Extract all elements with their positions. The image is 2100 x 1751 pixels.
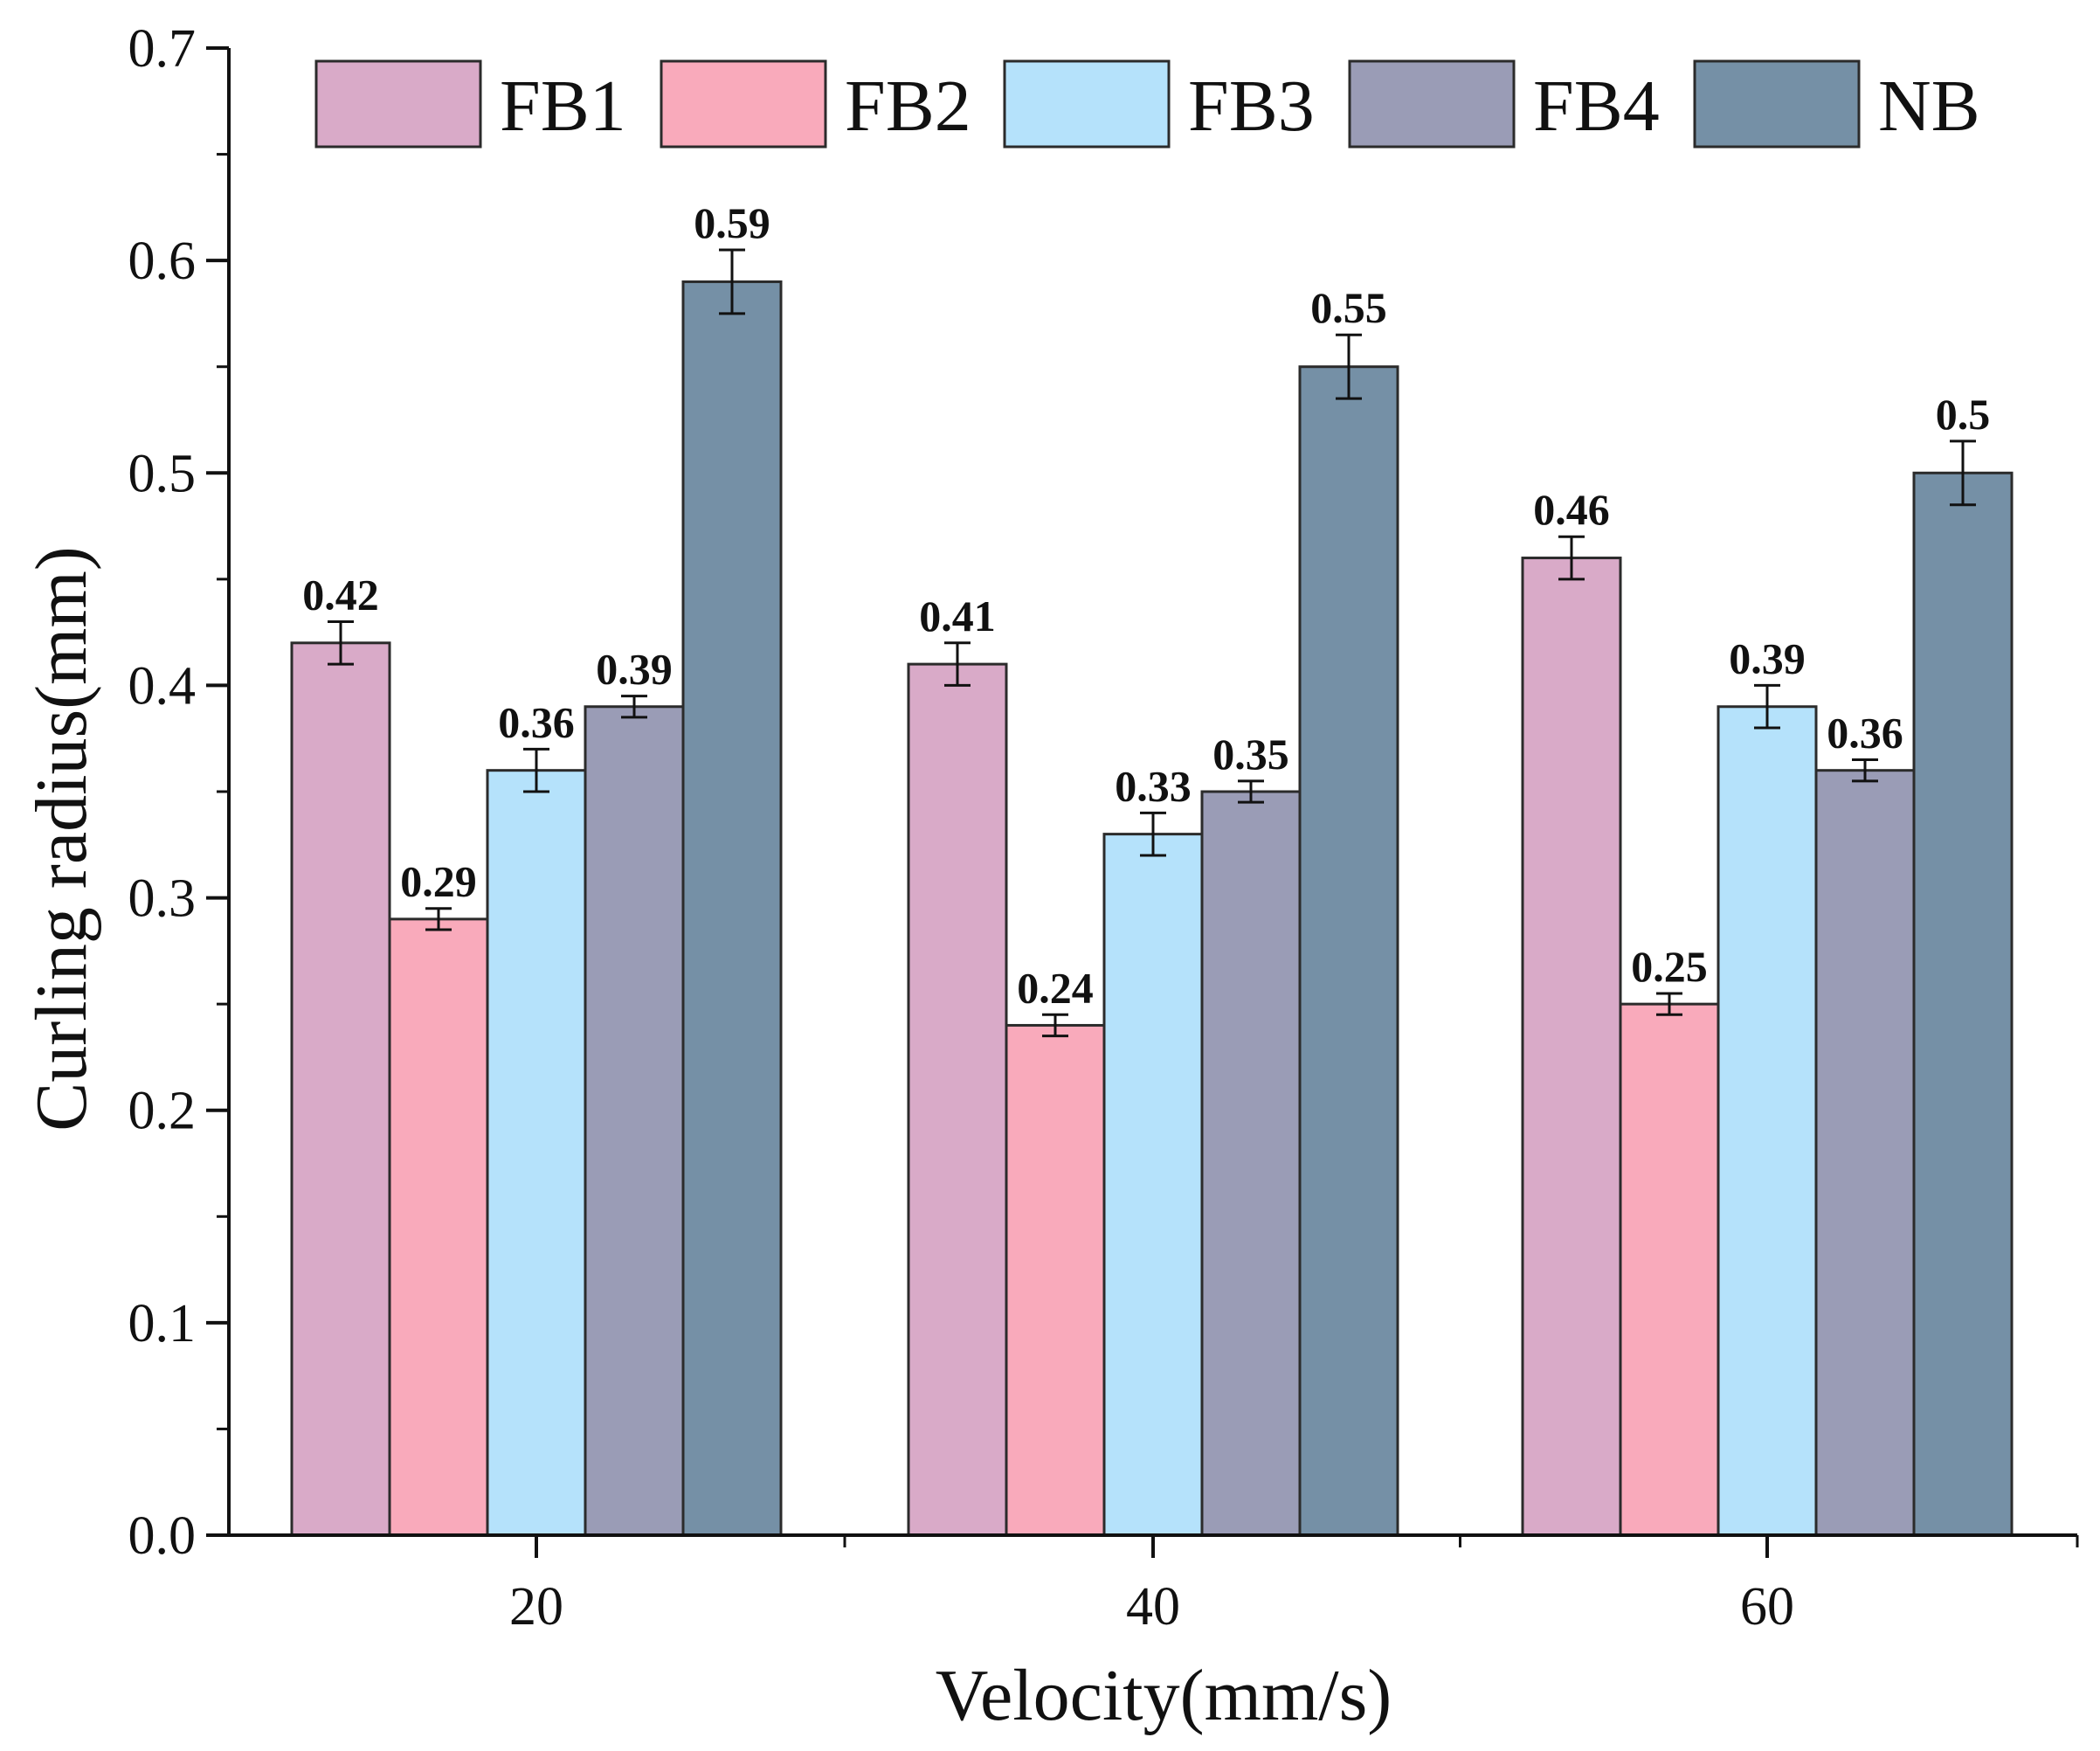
y-tick-label: 0.7	[128, 19, 197, 79]
data-label-fb2-20: 0.29	[400, 857, 477, 906]
x-tick-label: 40	[1126, 1577, 1180, 1637]
x-axis-title: Velocity(mm/s)	[936, 1655, 1392, 1736]
y-tick-label: 0.3	[128, 869, 197, 929]
data-label-fb4-40: 0.35	[1212, 730, 1289, 779]
legend-swatch-fb1	[314, 59, 482, 149]
legend-swatch-fb3	[1003, 59, 1171, 149]
x-tick-label: 20	[509, 1577, 563, 1637]
bar-fb2-60	[1619, 1002, 1720, 1537]
data-label-fb4-60: 0.36	[1827, 709, 1903, 758]
data-label-fb4-20: 0.39	[596, 645, 673, 694]
axes-layer: 0.0 0.1 0.2 0.3 0.4 0.5 0.6 0.7 20 40 60	[128, 19, 2079, 1637]
y-tick-label: 0.1	[128, 1294, 197, 1353]
y-axis-title: Curling radius(mm)	[21, 546, 102, 1132]
data-label-fb2-60: 0.25	[1631, 942, 1708, 991]
legend: FB1 FB2 FB3 FB4 NB	[314, 59, 1980, 149]
data-label-fb3-20: 0.36	[498, 697, 575, 746]
y-tick-label: 0.6	[128, 232, 197, 291]
legend-label-fb1: FB1	[500, 66, 626, 147]
data-label-fb3-40: 0.33	[1115, 761, 1192, 810]
y-tick-label: 0.0	[128, 1506, 197, 1566]
y-tick-label: 0.4	[128, 656, 197, 716]
bar-fb1-20	[290, 641, 391, 1537]
y-tick-label: 0.5	[128, 444, 197, 503]
bar-fb3-20	[486, 769, 587, 1537]
legend-swatch-fb2	[660, 59, 827, 149]
bar-fb2-40	[1005, 1023, 1106, 1537]
bar-fb2-20	[388, 917, 489, 1537]
data-label-nb-60: 0.5	[1936, 390, 1991, 439]
bar-fb4-60	[1814, 769, 1916, 1537]
legend-label-nb: NB	[1878, 66, 1980, 147]
data-label-fb1-60: 0.46	[1533, 485, 1610, 534]
bar-fb4-40	[1200, 790, 1302, 1537]
y-tick-label: 0.2	[128, 1082, 197, 1141]
bar-fb4-20	[584, 705, 685, 1537]
bar-fb3-60	[1717, 705, 1818, 1537]
bar-nb-60	[1912, 471, 2014, 1537]
legend-label-fb2: FB2	[845, 66, 971, 147]
x-tick-label: 60	[1740, 1577, 1794, 1637]
legend-swatch-nb	[1693, 59, 1861, 149]
data-label-fb1-40: 0.41	[919, 592, 996, 640]
data-label-fb1-20: 0.42	[302, 570, 379, 619]
bars-layer: 0.42 0.29 0.36 0.39 0.59 0.41 0.24 0.33 0.35 0.55…	[290, 198, 2014, 1537]
bar-fb3-40	[1102, 833, 1204, 1537]
data-label-fb2-40: 0.24	[1017, 963, 1094, 1012]
bar-nb-40	[1298, 365, 1399, 1537]
bar-fb1-60	[1521, 557, 1622, 1537]
data-label-fb3-60: 0.39	[1729, 633, 1806, 682]
legend-swatch-fb4	[1348, 59, 1516, 149]
bar-nb-20	[681, 280, 783, 1537]
bar-fb1-40	[907, 662, 1008, 1537]
legend-label-fb3: FB3	[1188, 66, 1315, 147]
data-label-nb-40: 0.55	[1310, 283, 1387, 332]
legend-label-fb4: FB4	[1533, 66, 1660, 147]
data-label-nb-20: 0.59	[694, 198, 770, 247]
